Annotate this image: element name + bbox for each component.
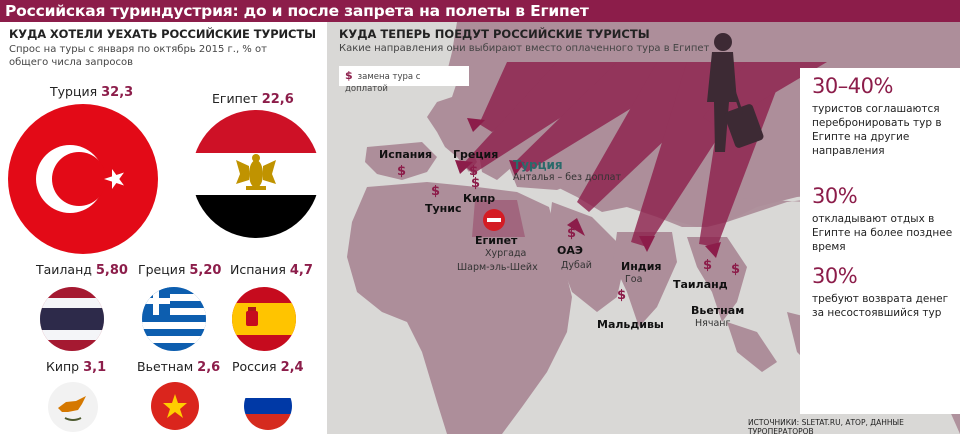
stats-panel: 30–40% туристов соглашаются переброниров… bbox=[800, 68, 960, 414]
demand-panel: КУДА ХОТЕЛИ УЕХАТЬ РОССИЙСКИЕ ТУРИСТЫ Сп… bbox=[0, 22, 327, 434]
label-vietnam-sub: Нячанг bbox=[695, 318, 731, 329]
country-value: 2,4 bbox=[280, 360, 304, 375]
country-value: 22,6 bbox=[261, 92, 294, 107]
label-turkey: Турция bbox=[513, 158, 563, 172]
country-value: 5,20 bbox=[189, 263, 222, 278]
country-value: 5,80 bbox=[95, 263, 128, 278]
label-cyprus: Кипр bbox=[463, 192, 496, 205]
country-egypt: Египет 22,6 bbox=[212, 91, 294, 107]
greece-flag-icon bbox=[142, 287, 206, 351]
map-legend: $ замена тура с доплатой bbox=[339, 66, 469, 94]
stat-percent: 30–40% bbox=[812, 74, 893, 98]
label-thailand: Таиланд bbox=[673, 278, 728, 291]
source-note: ИСТОЧНИКИ: SLETAT.RU, АТОР, ДАННЫЕ ТУРОП… bbox=[748, 418, 904, 434]
country-name: Кипр bbox=[46, 359, 80, 374]
stat-percent: 30% bbox=[812, 264, 858, 288]
cyprus-flag-icon bbox=[48, 382, 98, 432]
stat-percent: 30% bbox=[812, 184, 858, 208]
country-value: 32,3 bbox=[101, 85, 134, 100]
dollar-icon: $ bbox=[731, 262, 741, 277]
dollar-icon: $ bbox=[567, 226, 577, 241]
spain-flag-icon bbox=[232, 287, 296, 351]
dollar-icon: $ bbox=[471, 176, 481, 191]
legend-label: замена тура с доплатой bbox=[345, 72, 421, 94]
traveler-silhouette-icon bbox=[707, 33, 764, 152]
country-turkey: Турция 32,3 bbox=[50, 84, 133, 100]
label-egypt-sub1: Хургада bbox=[485, 248, 527, 259]
label-spain: Испания bbox=[379, 148, 433, 161]
label-india: Индия bbox=[621, 260, 662, 273]
dollar-icon: $ bbox=[469, 164, 479, 179]
turkey-flag-icon bbox=[8, 104, 158, 254]
country-name: Турция bbox=[50, 84, 98, 99]
label-turkey-sub: Анталья – без доплат bbox=[513, 172, 622, 183]
stat-text: откладывают отдых в Египте на более позд… bbox=[812, 213, 953, 253]
label-india-sub: Гоа bbox=[625, 274, 643, 285]
country-name: Россия bbox=[232, 359, 277, 374]
world-map-graphic bbox=[347, 22, 960, 434]
label-egypt-sub2: Шарм-эль-Шейх bbox=[457, 262, 538, 273]
label-tunisia: Тунис bbox=[425, 202, 462, 215]
demand-heading: КУДА ХОТЕЛИ УЕХАТЬ РОССИЙСКИЕ ТУРИСТЫ bbox=[9, 27, 316, 41]
country-thailand: Таиланд 5,80 bbox=[36, 262, 128, 278]
page-title: Российская туриндустрия: до и после запр… bbox=[0, 0, 960, 22]
country-name: Таиланд bbox=[36, 262, 92, 277]
stat-text: требуют возврата денег за несостоявшийся… bbox=[812, 293, 949, 319]
country-name: Греция bbox=[138, 262, 186, 277]
map-heading: КУДА ТЕПЕРЬ ПОЕДУТ РОССИЙСКИЕ ТУРИСТЫ bbox=[339, 27, 650, 41]
country-cyprus: Кипр 3,1 bbox=[46, 359, 106, 375]
country-value: 3,1 bbox=[83, 360, 107, 375]
dollar-icon: $ bbox=[345, 69, 353, 82]
thailand-flag-icon bbox=[40, 287, 104, 351]
dollar-icon: $ bbox=[617, 288, 627, 303]
map-subheading: Какие направления они выбирают вместо оп… bbox=[339, 43, 710, 54]
demand-subheading: Спрос на туры с января по октябрь 2015 г… bbox=[9, 44, 267, 68]
label-egypt: Египет bbox=[475, 234, 518, 247]
country-value: 2,6 bbox=[197, 360, 221, 375]
stat-text: туристов соглашаются перебронировать тур… bbox=[812, 103, 942, 157]
country-greece: Греция 5,20 bbox=[138, 262, 221, 278]
country-name: Испания bbox=[230, 262, 286, 277]
dollar-icon: $ bbox=[431, 184, 441, 199]
country-vietnam: Вьетнам 2,6 bbox=[137, 359, 220, 375]
label-greece: Греция bbox=[453, 148, 499, 161]
label-maldives: Мальдивы bbox=[597, 318, 664, 331]
vietnam-flag-icon bbox=[151, 382, 199, 430]
egypt-flag-icon bbox=[192, 110, 320, 238]
dollar-icon: $ bbox=[397, 164, 407, 179]
country-russia: Россия 2,4 bbox=[232, 359, 304, 375]
country-name: Египет bbox=[212, 91, 258, 106]
label-uae-sub: Дубай bbox=[561, 260, 592, 271]
label-uae: ОАЭ bbox=[557, 244, 583, 257]
russia-flag-icon bbox=[244, 382, 292, 430]
country-name: Вьетнам bbox=[137, 359, 194, 374]
country-value: 4,7 bbox=[289, 263, 313, 278]
dollar-icon: $ bbox=[703, 258, 713, 273]
label-vietnam: Вьетнам bbox=[691, 304, 745, 317]
country-spain: Испания 4,7 bbox=[230, 262, 313, 278]
